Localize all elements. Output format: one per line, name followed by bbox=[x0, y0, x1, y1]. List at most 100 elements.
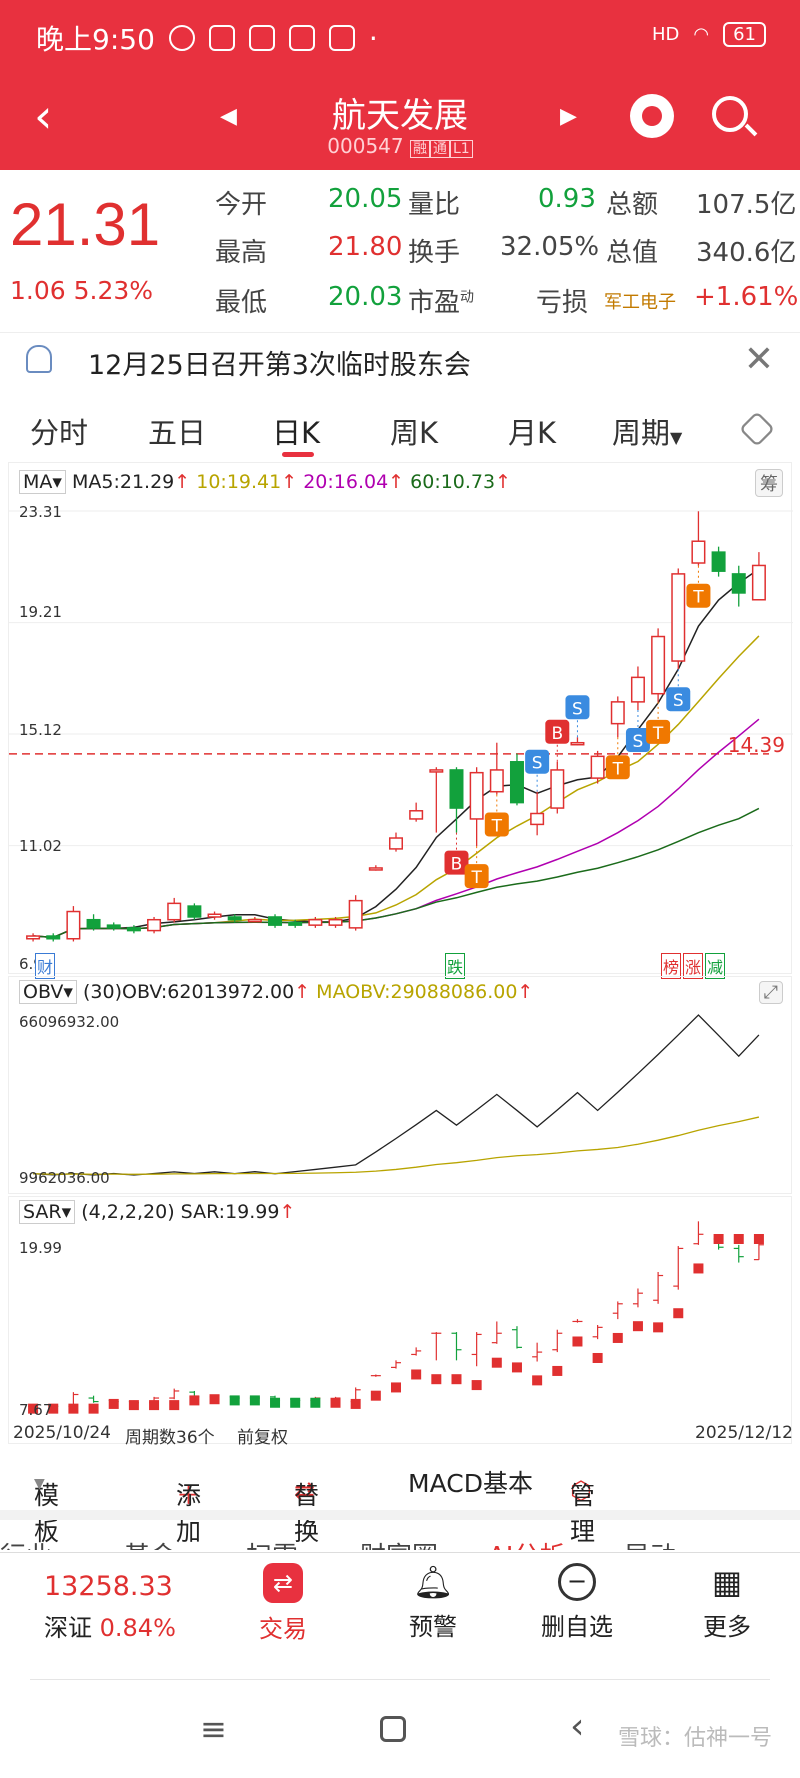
candle-body bbox=[207, 913, 222, 918]
nav-more[interactable]: ▦ 更多 bbox=[672, 1563, 782, 1642]
pe-label-sup: 动 bbox=[460, 289, 475, 306]
trade-icon: ⇄ bbox=[263, 1563, 303, 1603]
sector-name[interactable]: 军工电子 bbox=[604, 292, 676, 313]
expand-icon[interactable]: ⤢ bbox=[758, 981, 783, 1004]
tab-intraday[interactable]: 分时 bbox=[30, 416, 89, 450]
close-icon[interactable]: ✕ bbox=[743, 339, 774, 380]
back-nav-icon[interactable]: ‹ bbox=[570, 1706, 585, 1747]
sar-dot bbox=[310, 1397, 321, 1408]
turnover-label: 换手 bbox=[408, 238, 461, 268]
sar-dot bbox=[673, 1308, 684, 1319]
tab-period[interactable]: 周期▼ bbox=[612, 410, 682, 452]
subtab-industry[interactable]: 行业 bbox=[0, 1536, 52, 1550]
subtab-fund[interactable]: 基金 bbox=[124, 1536, 176, 1550]
tab-daily-k[interactable]: 日K bbox=[272, 416, 321, 450]
trade-marker-label: T bbox=[612, 759, 624, 779]
battery-icon: 61 bbox=[723, 22, 766, 47]
ma-selector[interactable]: MA▾ bbox=[19, 470, 66, 494]
tab-monthly-k[interactable]: 月K bbox=[508, 416, 557, 450]
search-icon[interactable] bbox=[712, 96, 748, 132]
chip-distribution-button[interactable]: 筹 bbox=[755, 469, 783, 497]
sar-indicator-line: SAR▾ (4,2,2,20) SAR:19.99↑ bbox=[19, 1200, 295, 1224]
tag-margin: 融 bbox=[410, 140, 430, 158]
obv-selector-label: OBV bbox=[23, 981, 64, 1003]
sar-dot bbox=[350, 1398, 361, 1409]
tab-weekly-k[interactable]: 周K bbox=[390, 416, 439, 450]
sar-dot bbox=[391, 1382, 401, 1393]
sar-chart[interactable] bbox=[9, 1197, 793, 1421]
prev-stock-button[interactable]: ◀ bbox=[220, 104, 237, 129]
obv-chart[interactable] bbox=[9, 977, 793, 1195]
up-arrow-icon: ↑ bbox=[388, 471, 405, 493]
event-marker-reduce[interactable]: 减 bbox=[705, 953, 726, 979]
obv-panel[interactable]: OBV▾ (30)OBV:62013972.00↑ MAOBV:29088086… bbox=[8, 976, 792, 1194]
nav-remove-watchlist[interactable]: − 删自选 bbox=[522, 1563, 632, 1642]
candle-body bbox=[126, 927, 141, 932]
event-marker-fall[interactable]: 跌 bbox=[445, 953, 466, 979]
add-label: 添加 bbox=[176, 1481, 202, 1546]
period-count: 周期数36个 bbox=[125, 1428, 215, 1448]
candle-body bbox=[46, 935, 61, 940]
candle-body bbox=[550, 769, 565, 809]
sar-dot bbox=[128, 1400, 139, 1411]
ma5-value: MA5:21.29 bbox=[71, 471, 175, 493]
menu-icon[interactable]: ≡ bbox=[200, 1710, 227, 1748]
candle-body bbox=[530, 812, 545, 826]
event-marker-list[interactable]: 榜 bbox=[661, 953, 682, 979]
subtab-risk[interactable]: 扫雷 bbox=[246, 1536, 298, 1550]
up-arrow-icon: ↑ bbox=[495, 471, 512, 493]
sar-dot bbox=[330, 1397, 341, 1408]
candle-body bbox=[66, 910, 81, 940]
event-marker-finance[interactable]: 财 bbox=[35, 953, 56, 979]
candle-body bbox=[308, 918, 323, 926]
settings-icon[interactable] bbox=[738, 410, 776, 448]
trade-marker-label: S bbox=[633, 732, 644, 752]
watermark-text: 雪球：估神一号 bbox=[618, 1726, 773, 1751]
indicator-name[interactable]: MACD基本 bbox=[408, 1469, 533, 1498]
candle-body bbox=[388, 837, 404, 850]
up-arrow-icon: ↑ bbox=[174, 471, 191, 493]
sar-dot bbox=[753, 1234, 764, 1244]
sar-selector[interactable]: SAR▾ bbox=[19, 1200, 76, 1224]
y-tick-2: 19.21 bbox=[19, 603, 62, 621]
assistant-icon[interactable] bbox=[630, 94, 674, 138]
trade-marker bbox=[545, 719, 570, 744]
next-stock-button[interactable]: ▶ bbox=[560, 104, 577, 129]
ma-indicator-line: MA▾ MA5:21.29↑ 10:19.41↑ 20:16.04↑ 60:10… bbox=[19, 470, 512, 494]
obv-indicator-line: OBV▾ (30)OBV:62013972.00↑ MAOBV:29088086… bbox=[19, 980, 533, 1004]
subtab-movement[interactable]: 异动 bbox=[624, 1536, 676, 1550]
nav-alert[interactable]: 🔔︎ 预警 bbox=[378, 1563, 488, 1642]
index-widget[interactable]: 13258.33 深证 0.84% bbox=[44, 1571, 176, 1643]
up-arrow-icon: ↑ bbox=[294, 981, 311, 1003]
sar-dot bbox=[552, 1365, 563, 1376]
subtab-ai[interactable]: AI分析 bbox=[488, 1536, 565, 1550]
sar-dot bbox=[653, 1322, 664, 1333]
event-marker-rise[interactable]: 涨 bbox=[683, 953, 704, 979]
amount-label: 总额 bbox=[606, 190, 659, 220]
nav-trade[interactable]: ⇄ 交易 bbox=[228, 1563, 338, 1644]
subtab-wealth[interactable]: 财富圈 bbox=[360, 1536, 438, 1550]
trade-marker-label: T bbox=[491, 816, 503, 836]
tab-five-day[interactable]: 五日 bbox=[148, 416, 207, 450]
adjust-mode[interactable]: 前复权 bbox=[237, 1428, 288, 1448]
notice-bar[interactable]: 12月25日召开第3次临时股东会 ✕ bbox=[0, 332, 800, 388]
date-start: 2025/10/24 bbox=[13, 1423, 111, 1443]
index-value: 13258.33 bbox=[44, 1571, 173, 1602]
candle-body bbox=[469, 771, 484, 820]
candle-body bbox=[751, 564, 766, 601]
candle-body bbox=[348, 899, 363, 929]
candle-body bbox=[671, 573, 686, 662]
ma10-value: 10:19.41 bbox=[196, 471, 282, 493]
home-icon[interactable] bbox=[380, 1716, 406, 1742]
notice-text[interactable]: 12月25日召开第3次临时股东会 bbox=[88, 350, 471, 381]
back-button[interactable]: ‹ bbox=[34, 89, 53, 143]
candle-body bbox=[590, 755, 605, 779]
sar-panel[interactable]: SAR▾ (4,2,2,20) SAR:19.99↑ 19.99 7.67 20… bbox=[8, 1196, 793, 1448]
more-dot-icon: · bbox=[368, 21, 378, 55]
candle-body bbox=[26, 935, 41, 940]
stock-code-line: 000547 融通 L1 bbox=[0, 134, 800, 158]
obv-selector[interactable]: OBV▾ bbox=[19, 980, 77, 1004]
high-value: 21.80 bbox=[328, 232, 403, 262]
kline-panel[interactable]: MA▾ MA5:21.29↑ 10:19.41↑ 20:16.04↑ 60:10… bbox=[8, 462, 793, 979]
